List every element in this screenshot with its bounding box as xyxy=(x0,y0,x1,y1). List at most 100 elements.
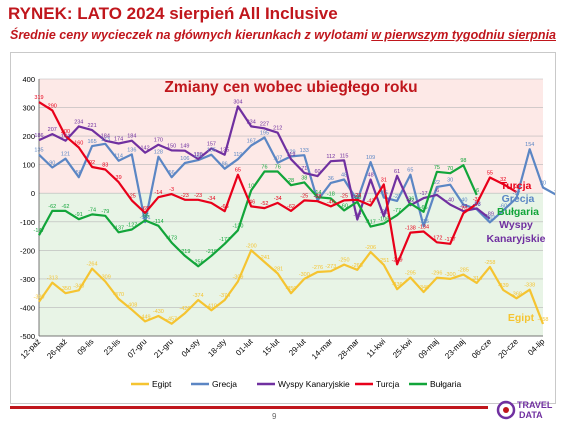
data-label: -117 xyxy=(365,220,376,226)
data-label: 129 xyxy=(286,149,295,155)
data-label: -40 xyxy=(459,198,467,204)
data-label: -6 xyxy=(554,188,555,194)
logo-text-bottom: DATA xyxy=(519,410,543,420)
data-label: 200 xyxy=(61,129,70,135)
data-label: -268 xyxy=(352,263,363,269)
data-label: -336 xyxy=(392,282,403,288)
data-label: 90 xyxy=(49,161,55,167)
legend-entry: Bułgaria xyxy=(430,379,461,389)
legend-entry: Turcja xyxy=(376,379,400,389)
data-label: -309 xyxy=(232,274,243,280)
data-label: 154 xyxy=(525,142,534,148)
series-line-wyspy-kanaryjskie xyxy=(38,105,491,221)
data-label: -173 xyxy=(166,236,177,242)
data-label: 167 xyxy=(247,139,256,145)
data-label: 120 xyxy=(194,152,203,158)
x-tick-label: 07-gru xyxy=(126,337,149,360)
data-label: -6 xyxy=(474,188,479,194)
series-end-label: Kanaryjskie xyxy=(487,233,546,245)
x-tick-label: 14-mar xyxy=(310,337,335,362)
data-label: 106 xyxy=(180,156,189,162)
page-number: 9 xyxy=(272,412,277,421)
data-label: -458 xyxy=(537,317,548,323)
data-label: -281 xyxy=(272,266,283,272)
data-label: -340 xyxy=(73,283,84,289)
data-label: -338 xyxy=(524,283,535,289)
data-label: 119 xyxy=(234,152,243,158)
data-label: 48 xyxy=(341,173,347,179)
data-label: -177 xyxy=(219,237,230,243)
data-label: 184 xyxy=(101,134,110,140)
data-label: 32 xyxy=(500,177,506,183)
data-label: 150 xyxy=(167,143,176,149)
series-end-label: Egipt xyxy=(508,312,535,324)
data-label: -62 xyxy=(287,204,295,210)
data-label: -74 xyxy=(88,207,96,213)
data-label: 109 xyxy=(366,155,375,161)
data-label: -70 xyxy=(459,206,467,212)
data-label: -34 xyxy=(274,196,282,202)
background-negative-zone xyxy=(39,193,543,336)
data-label: -65 xyxy=(420,205,428,211)
x-tick-label: 06-cze xyxy=(470,337,494,361)
data-label: -374 xyxy=(193,293,204,299)
travel-data-logo: TRAVEL DATA xyxy=(496,400,553,420)
data-label: 186 xyxy=(34,133,43,139)
data-label: 157 xyxy=(207,141,216,147)
data-label: -28 xyxy=(314,194,322,200)
data-label: 207 xyxy=(48,127,57,133)
data-label: -17 xyxy=(512,191,520,197)
x-tick-label: 23-maj xyxy=(443,337,467,361)
y-tick-label: -300 xyxy=(20,275,35,284)
data-label: -42 xyxy=(406,198,414,204)
data-label: -69 xyxy=(141,206,149,212)
data-label: 55 xyxy=(487,171,493,177)
data-label: -25 xyxy=(128,193,136,199)
data-label: -273 xyxy=(325,264,336,270)
data-label: 165 xyxy=(87,139,96,145)
data-label: 70 xyxy=(447,166,453,172)
data-label: 39 xyxy=(116,175,122,181)
data-label: 319 xyxy=(34,95,43,101)
data-label: 20 xyxy=(540,181,546,187)
data-label: 135 xyxy=(34,148,43,154)
data-label: -370 xyxy=(113,292,124,298)
data-label: -309 xyxy=(100,274,111,280)
data-label: 31 xyxy=(381,177,387,183)
data-label: 135 xyxy=(207,148,216,154)
data-label: -249 xyxy=(392,257,403,263)
data-label: -251 xyxy=(378,258,389,264)
data-label: -34 xyxy=(207,196,215,202)
data-label: -346 xyxy=(418,285,429,291)
data-label: -408 xyxy=(126,303,137,309)
y-tick-label: 300 xyxy=(22,104,35,113)
data-label: -350 xyxy=(285,286,296,292)
data-label: 76 xyxy=(261,165,267,171)
data-label: 4 xyxy=(515,185,518,191)
data-label: -127 xyxy=(126,222,137,228)
data-label: 30 xyxy=(447,178,453,184)
data-label: -79 xyxy=(101,209,109,215)
data-label: -106 xyxy=(378,216,389,222)
data-label: -374 xyxy=(219,293,230,299)
data-label: 83 xyxy=(102,163,108,169)
data-label: -81 xyxy=(380,209,388,215)
data-label: 195 xyxy=(260,131,269,137)
data-label: -25 xyxy=(300,193,308,199)
data-label: -52 xyxy=(260,201,268,207)
data-label: -350 xyxy=(60,286,71,292)
x-tick-label: 21-gru xyxy=(152,337,175,360)
data-label: -25 xyxy=(314,193,322,199)
x-tick-label: 18-sty xyxy=(206,337,228,359)
data-label: -46 xyxy=(247,199,255,205)
data-label: -137 xyxy=(113,225,124,231)
y-tick-label: -400 xyxy=(20,303,35,312)
data-label: -264 xyxy=(87,262,98,268)
data-label: 135 xyxy=(220,148,229,154)
data-label: 48 xyxy=(368,173,374,179)
series-line-turcja xyxy=(38,101,518,266)
data-label: -172 xyxy=(431,235,442,241)
data-label: -25 xyxy=(340,193,348,199)
series-line-bułgaria xyxy=(38,164,478,268)
x-tick-label: 09-maj xyxy=(417,337,441,361)
